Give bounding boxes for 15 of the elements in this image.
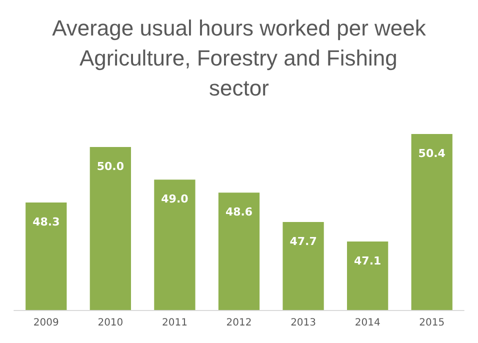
data-label: 49.0	[161, 192, 189, 206]
chart-title: Average usual hours worked per week Agriculture, Forestry and Fishing sector	[52, 16, 427, 100]
x-tick-label: 2013	[290, 318, 316, 328]
data-label: 47.7	[290, 235, 317, 248]
data-label: 50.4	[418, 147, 446, 160]
data-label: 47.1	[354, 254, 382, 268]
x-tick-label: 2011	[162, 318, 188, 328]
x-tick-label: 2010	[98, 318, 124, 328]
x-tick-label: 2009	[33, 318, 59, 328]
data-label: 50.0	[96, 160, 124, 174]
data-label: 48.3	[32, 215, 60, 228]
data-label: 48.6	[225, 206, 253, 219]
x-tick-label: 2014	[354, 318, 380, 328]
x-tick-label: 2012	[226, 318, 252, 328]
x-tick-label: 2015	[419, 318, 445, 328]
